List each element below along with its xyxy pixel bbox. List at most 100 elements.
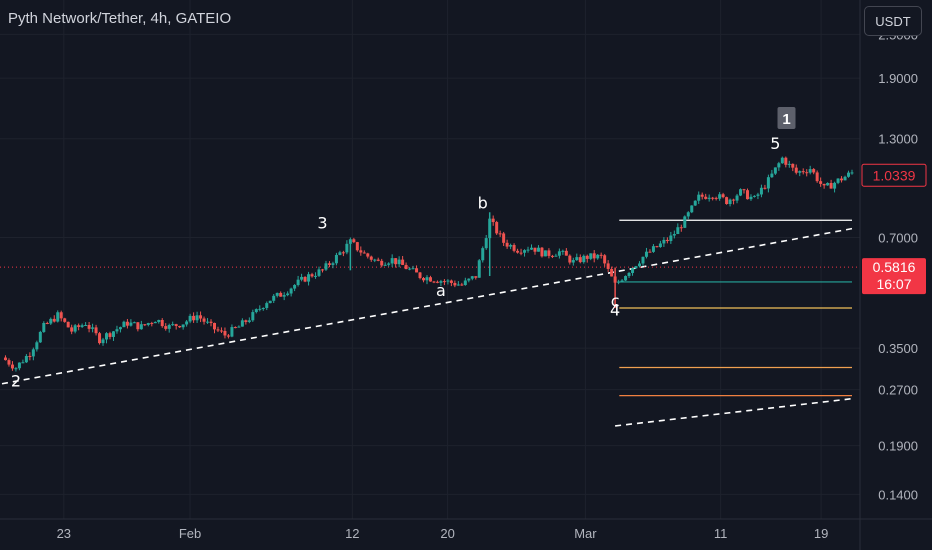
candle-body bbox=[543, 250, 547, 257]
candle-body bbox=[258, 308, 262, 310]
candle-body bbox=[21, 362, 25, 364]
wave-label: 4 bbox=[610, 300, 620, 319]
candle-body bbox=[665, 239, 669, 242]
candle-body bbox=[840, 178, 844, 181]
candle-body bbox=[826, 182, 830, 186]
candle-body bbox=[550, 255, 554, 257]
candle-body bbox=[317, 269, 321, 276]
candle-body bbox=[125, 321, 129, 326]
candle-body bbox=[463, 280, 467, 285]
candle-body bbox=[484, 238, 488, 249]
candle-body bbox=[247, 320, 251, 322]
candle-body bbox=[536, 247, 540, 252]
candle-body bbox=[833, 182, 837, 189]
candle-body bbox=[655, 246, 659, 248]
candle-body bbox=[812, 169, 816, 173]
candle-body bbox=[739, 189, 743, 196]
candle-body bbox=[324, 263, 328, 270]
candle-body bbox=[307, 274, 311, 282]
candle-body bbox=[136, 322, 140, 330]
candle-body bbox=[603, 255, 607, 264]
candle-body bbox=[749, 196, 753, 200]
candle-body bbox=[150, 323, 154, 325]
candle-body bbox=[91, 327, 95, 329]
y-tick-label: 0.3500 bbox=[878, 341, 918, 356]
candle-body bbox=[467, 278, 471, 281]
candle-body bbox=[387, 263, 391, 265]
candle-body bbox=[495, 222, 499, 234]
currency-unit-button[interactable]: USDT bbox=[864, 6, 922, 36]
candle-body bbox=[101, 339, 105, 344]
y-tick-label: 0.7000 bbox=[878, 231, 918, 246]
candle-body bbox=[557, 251, 561, 256]
y-tick-label: 1.9000 bbox=[878, 71, 918, 86]
candle-body bbox=[185, 321, 189, 325]
y-tick-label: 1.3000 bbox=[878, 132, 918, 147]
candle-body bbox=[575, 257, 579, 261]
candle-body bbox=[707, 197, 711, 199]
candle-body bbox=[84, 325, 88, 327]
candle-body bbox=[282, 295, 286, 297]
candle-body bbox=[435, 281, 439, 283]
candle-body bbox=[174, 324, 178, 326]
candle-body bbox=[791, 163, 795, 168]
candle-body bbox=[498, 233, 502, 235]
candle-body bbox=[449, 280, 453, 283]
candle-body bbox=[502, 233, 506, 243]
candle-body bbox=[216, 329, 220, 331]
candle-body bbox=[300, 276, 304, 280]
candle-body bbox=[620, 280, 624, 282]
candle-body bbox=[63, 318, 67, 322]
candle-body bbox=[805, 172, 809, 174]
candle-body bbox=[293, 285, 297, 289]
candle-body bbox=[530, 247, 534, 250]
candle-body bbox=[206, 321, 210, 323]
candle-body bbox=[815, 172, 819, 182]
candle-body bbox=[547, 250, 551, 256]
candle-body bbox=[770, 173, 774, 178]
candle-body bbox=[195, 315, 199, 321]
grid-lines bbox=[0, 0, 860, 519]
candle-body bbox=[202, 318, 206, 322]
candle-body bbox=[519, 252, 523, 254]
candle-body bbox=[704, 196, 708, 199]
candle-body bbox=[401, 259, 405, 265]
candle-body bbox=[631, 268, 635, 273]
x-tick-label: 12 bbox=[345, 526, 359, 541]
candle-body bbox=[477, 260, 481, 278]
candle-body bbox=[251, 312, 255, 321]
candle-body bbox=[453, 282, 457, 286]
candle-body bbox=[683, 216, 687, 228]
candle-body bbox=[261, 307, 265, 309]
time-scale[interactable]: 23 Feb 12 20 Mar 11 19 bbox=[57, 526, 829, 541]
candle-body bbox=[153, 321, 157, 324]
candle-body bbox=[362, 252, 366, 254]
x-tick-label: 20 bbox=[440, 526, 454, 541]
candle-body bbox=[446, 280, 450, 282]
candle-body bbox=[794, 167, 798, 173]
x-tick-label: 23 bbox=[57, 526, 71, 541]
candle-body bbox=[415, 268, 419, 273]
x-tick-label: 11 bbox=[714, 526, 728, 541]
candle-body bbox=[320, 269, 324, 271]
candle-body bbox=[331, 263, 335, 265]
candle-body bbox=[481, 248, 485, 261]
candle-body bbox=[617, 281, 621, 283]
candle-body bbox=[428, 277, 432, 282]
candle-body bbox=[516, 250, 520, 253]
candle-body bbox=[139, 324, 143, 330]
candle-body bbox=[564, 250, 568, 256]
candle-body bbox=[585, 255, 589, 259]
candle-body bbox=[376, 259, 380, 261]
trendlines bbox=[1, 227, 853, 427]
candle-body bbox=[87, 325, 91, 329]
candle-body bbox=[418, 272, 422, 279]
candle-body bbox=[223, 330, 227, 336]
wave-box-label: 1 bbox=[782, 111, 790, 128]
x-tick-label: Feb bbox=[179, 526, 201, 541]
candle-body bbox=[578, 257, 582, 263]
candle-body bbox=[509, 245, 513, 247]
candle-body bbox=[209, 321, 213, 323]
candle-body bbox=[540, 247, 544, 257]
